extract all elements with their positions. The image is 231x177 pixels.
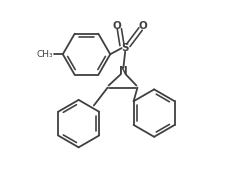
- Text: S: S: [122, 43, 129, 53]
- Text: O: O: [138, 21, 147, 31]
- Text: O: O: [113, 21, 122, 31]
- Text: N: N: [119, 66, 128, 76]
- Text: CH₃: CH₃: [36, 50, 53, 59]
